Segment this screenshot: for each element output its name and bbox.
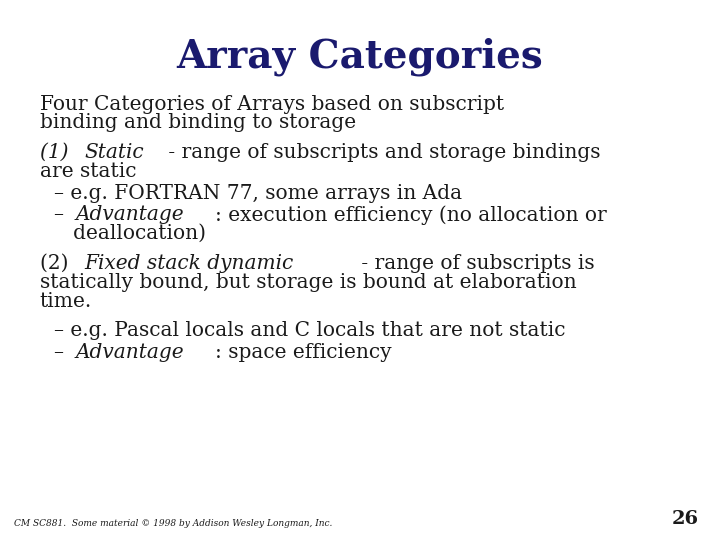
- Text: Advantage: Advantage: [75, 343, 184, 362]
- Text: deallocation): deallocation): [54, 224, 206, 243]
- Text: Advantage: Advantage: [75, 205, 184, 224]
- Text: : space efficiency: : space efficiency: [215, 343, 392, 362]
- Text: : execution efficiency (no allocation or: : execution efficiency (no allocation or: [215, 205, 607, 225]
- Text: time.: time.: [40, 292, 92, 310]
- Text: statically bound, but storage is bound at elaboration: statically bound, but storage is bound a…: [40, 273, 576, 292]
- Text: binding and binding to storage: binding and binding to storage: [40, 113, 356, 132]
- Text: – e.g. FORTRAN 77, some arrays in Ada: – e.g. FORTRAN 77, some arrays in Ada: [54, 184, 462, 202]
- Text: - range of subscripts is: - range of subscripts is: [355, 254, 594, 273]
- Text: –: –: [54, 343, 71, 362]
- Text: are static: are static: [40, 162, 136, 181]
- Text: – e.g. Pascal locals and C locals that are not static: – e.g. Pascal locals and C locals that a…: [54, 321, 565, 340]
- Text: CM SC881.  Some material © 1998 by Addison Wesley Longman, Inc.: CM SC881. Some material © 1998 by Addiso…: [14, 519, 333, 528]
- Text: 26: 26: [671, 510, 698, 528]
- Text: (1): (1): [40, 143, 74, 162]
- Text: - range of subscripts and storage bindings: - range of subscripts and storage bindin…: [161, 143, 600, 162]
- Text: –: –: [54, 205, 71, 224]
- Text: (2): (2): [40, 254, 74, 273]
- Text: Array Categories: Array Categories: [176, 38, 544, 76]
- Text: Four Categories of Arrays based on subscript: Four Categories of Arrays based on subsc…: [40, 94, 504, 113]
- Text: Static: Static: [85, 143, 144, 162]
- Text: Fixed stack dynamic: Fixed stack dynamic: [85, 254, 294, 273]
